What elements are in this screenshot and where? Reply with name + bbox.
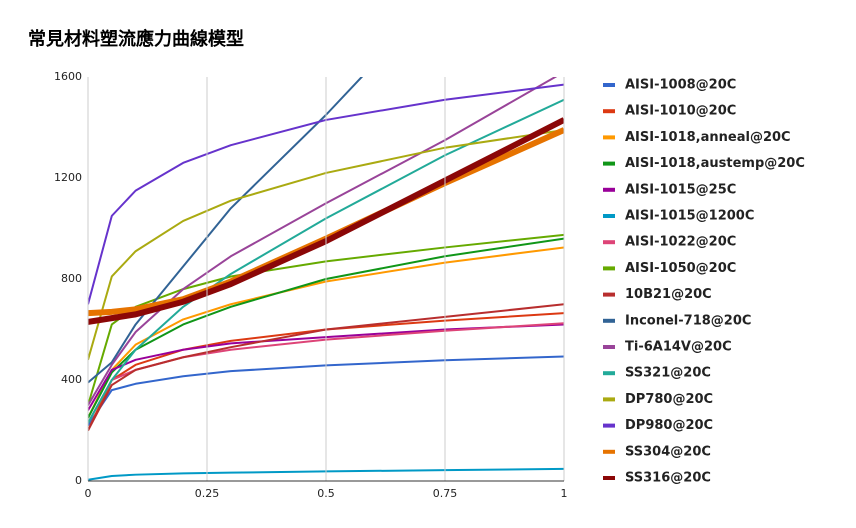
legend-label: DP980@20C bbox=[625, 418, 713, 433]
x-tick-label: 0.5 bbox=[317, 487, 335, 500]
y-tick-label: 1200 bbox=[54, 171, 82, 184]
legend-label: 10B21@20C bbox=[625, 287, 712, 302]
legend-label: AISI-1015@25C bbox=[625, 182, 736, 197]
legend-label: AISI-1022@20C bbox=[625, 235, 736, 250]
x-tick-label: 0 bbox=[85, 487, 92, 500]
legend-label: Ti-6A14V@20C bbox=[625, 340, 732, 355]
x-tick-label: 0.75 bbox=[433, 487, 458, 500]
y-tick-label: 0 bbox=[75, 474, 82, 487]
x-tick-label: 0.25 bbox=[195, 487, 220, 500]
x-tick-label: 1 bbox=[561, 487, 568, 500]
y-tick-label: 800 bbox=[61, 272, 82, 285]
chart-title: 常見材料塑流應力曲線模型 bbox=[28, 28, 244, 50]
legend-label: AISI-1015@1200C bbox=[625, 209, 754, 224]
legend-label: AISI-1010@20C bbox=[625, 104, 736, 119]
y-tick-label: 400 bbox=[61, 373, 82, 386]
legend-label: AISI-1018,anneal@20C bbox=[625, 130, 791, 145]
legend-label: Inconel-718@20C bbox=[625, 313, 751, 328]
legend-label: SS304@20C bbox=[625, 444, 711, 459]
y-tick-label: 1600 bbox=[54, 70, 82, 83]
legend-label: DP780@20C bbox=[625, 392, 713, 407]
legend-label: AISI-1018,austemp@20C bbox=[625, 156, 805, 171]
legend-label: AISI-1050@20C bbox=[625, 261, 736, 276]
legend-label: SS321@20C bbox=[625, 366, 711, 381]
legend-label: AISI-1008@20C bbox=[625, 78, 736, 93]
legend-label: SS316@20C bbox=[625, 471, 711, 486]
